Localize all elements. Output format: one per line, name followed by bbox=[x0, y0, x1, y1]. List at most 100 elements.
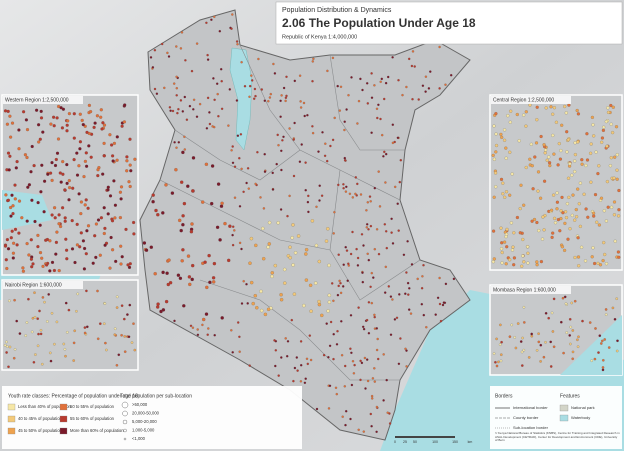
settlement-dot bbox=[6, 247, 11, 251]
settlement-dot bbox=[86, 325, 89, 329]
settlement-dot bbox=[67, 198, 71, 202]
header-title: 2.06 The Population Under Age 18 bbox=[282, 16, 476, 30]
settlement-dot bbox=[156, 302, 160, 306]
settlement-dot bbox=[181, 214, 185, 218]
settlement-dot bbox=[201, 323, 204, 327]
settlement-dot bbox=[609, 205, 614, 209]
settlement-dot bbox=[612, 200, 617, 204]
settlement-dot bbox=[357, 306, 360, 309]
settlement-dot bbox=[166, 282, 170, 287]
settlement-dot bbox=[366, 379, 370, 383]
border-label: Sub-location border bbox=[513, 425, 549, 430]
settlement-dot bbox=[509, 109, 513, 113]
settlement-dot bbox=[398, 180, 401, 184]
settlement-dot bbox=[259, 196, 262, 199]
settlement-dot bbox=[112, 141, 117, 145]
settlement-dot bbox=[373, 84, 376, 87]
settlement-dot bbox=[539, 134, 543, 139]
settlement-dot bbox=[570, 213, 574, 217]
settlement-dot bbox=[286, 355, 289, 358]
settlement-dot bbox=[190, 263, 195, 268]
settlement-dot bbox=[7, 168, 11, 172]
settlement-dot bbox=[132, 322, 135, 326]
settlement-dot bbox=[151, 193, 155, 197]
settlement-dot bbox=[64, 248, 69, 252]
settlement-dot bbox=[568, 162, 572, 166]
county-border bbox=[329, 54, 405, 151]
settlement-dot bbox=[3, 244, 8, 248]
scale-label: 150 bbox=[452, 440, 458, 444]
settlement-dot bbox=[94, 222, 99, 226]
settlement-dot bbox=[530, 334, 534, 338]
settlement-dot bbox=[266, 245, 270, 249]
settlement-dot bbox=[338, 279, 341, 283]
settlement-dot bbox=[175, 146, 178, 149]
settlement-dot bbox=[119, 262, 123, 266]
settlement-dot bbox=[268, 96, 272, 99]
settlement-dot bbox=[249, 236, 254, 241]
settlement-dot bbox=[293, 121, 296, 125]
settlement-dot bbox=[257, 57, 260, 61]
settlement-dot bbox=[105, 348, 108, 352]
settlement-dot bbox=[80, 118, 84, 123]
settlement-dot bbox=[238, 156, 241, 160]
settlement-dot bbox=[406, 240, 409, 243]
settlement-dot bbox=[586, 215, 590, 219]
settlement-dot bbox=[188, 104, 192, 108]
population-class-label: >50,000 bbox=[132, 402, 148, 407]
settlement-dot bbox=[248, 364, 251, 367]
settlement-dot bbox=[355, 194, 358, 197]
settlement-dot bbox=[535, 263, 539, 267]
inset-label-bg bbox=[3, 281, 83, 289]
settlement-dot bbox=[64, 237, 68, 241]
settlement-dot bbox=[78, 147, 82, 151]
settlement-dot bbox=[300, 143, 303, 146]
settlement-dot bbox=[186, 254, 191, 258]
settlement-dot bbox=[72, 136, 76, 140]
county-border bbox=[329, 169, 341, 251]
settlement-dot bbox=[181, 150, 185, 155]
settlement-dot bbox=[118, 190, 123, 194]
settlement-dot bbox=[5, 266, 9, 271]
settlement-dot bbox=[427, 87, 431, 90]
settlement-dot bbox=[303, 381, 307, 384]
youth-class-label: Less than 40% of population bbox=[18, 404, 72, 409]
settlement-dot bbox=[160, 42, 164, 46]
settlement-dot bbox=[396, 136, 400, 139]
settlement-dot bbox=[359, 193, 363, 196]
inset-label: Western Region 1:2,500,000 bbox=[5, 97, 69, 103]
settlement-dot bbox=[292, 292, 297, 296]
settlement-dot bbox=[54, 252, 58, 256]
settlement-dot bbox=[317, 299, 321, 304]
settlement-dot bbox=[352, 372, 356, 375]
settlement-dot bbox=[584, 163, 588, 168]
settlement-dot bbox=[501, 181, 505, 185]
settlement-dot bbox=[245, 283, 248, 286]
settlement-dot bbox=[522, 321, 526, 324]
settlement-dot bbox=[233, 165, 237, 168]
settlement-dot bbox=[114, 259, 118, 263]
youth-swatch bbox=[7, 403, 16, 411]
settlement-dot bbox=[242, 190, 245, 193]
settlement-dot bbox=[250, 79, 254, 82]
settlement-dot bbox=[351, 230, 354, 234]
settlement-dot bbox=[82, 175, 86, 179]
settlement-dot bbox=[373, 186, 376, 190]
settlement-dot bbox=[275, 162, 278, 166]
settlement-dot bbox=[397, 362, 401, 365]
settlement-dot bbox=[176, 111, 179, 115]
settlement-dot bbox=[219, 67, 223, 71]
settlement-dot bbox=[566, 138, 571, 142]
settlement-dot bbox=[573, 299, 577, 303]
settlement-dot bbox=[231, 13, 234, 16]
settlement-dot bbox=[118, 216, 123, 220]
settlement-dot bbox=[600, 339, 604, 343]
settlement-dot bbox=[565, 331, 569, 334]
settlement-dot bbox=[558, 229, 562, 233]
settlement-dot bbox=[356, 256, 360, 260]
settlement-dot bbox=[317, 302, 322, 307]
settlement-dot bbox=[495, 337, 498, 341]
settlement-dot bbox=[119, 185, 124, 189]
settlement-dot bbox=[342, 263, 345, 266]
settlement-dot bbox=[86, 224, 91, 228]
